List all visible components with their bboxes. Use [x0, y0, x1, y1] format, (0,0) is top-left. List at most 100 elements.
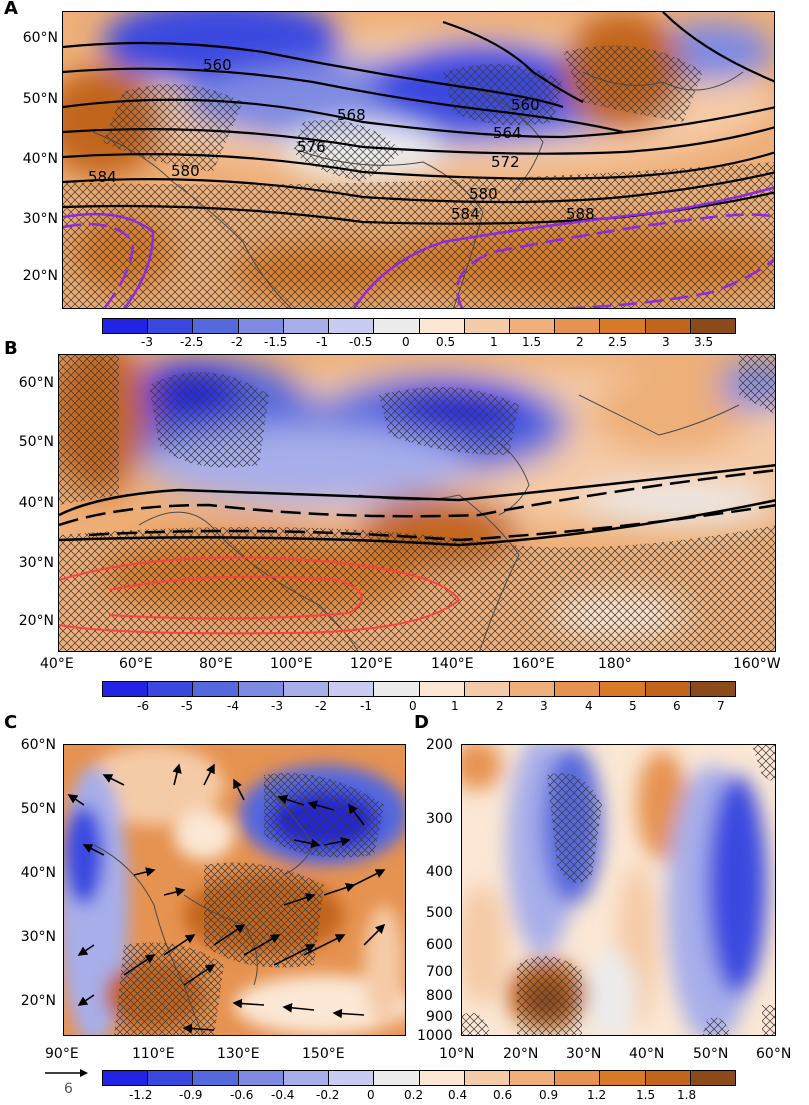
colorbar-label: -1 — [360, 699, 372, 713]
panel-b-colorbar — [102, 681, 736, 697]
panel-c-lon-tick: 110°E — [132, 1046, 175, 1062]
colorbar-label: 0.4 — [448, 1088, 468, 1102]
panel-d-lat-tick: 10°N — [439, 1046, 475, 1062]
colorbar-label: -1.2 — [129, 1088, 153, 1102]
colorbar-label: 5 — [629, 699, 637, 713]
panel-b-label: B — [4, 338, 18, 359]
colorbar-label: -6 — [137, 699, 149, 713]
panel-d-pressure-tick: 500 — [426, 905, 453, 921]
colorbar-label: -2 — [315, 699, 327, 713]
contour-label: 576 — [297, 138, 326, 156]
colorbar-label: 0 — [409, 699, 417, 713]
panel-c-lon-tick: 130°E — [217, 1046, 260, 1062]
colorbar-label: 3 — [540, 699, 548, 713]
contour-label: 564 — [493, 124, 522, 142]
colorbar-label: -0.5 — [349, 335, 373, 349]
panel-b-lat-tick: 40°N — [18, 495, 54, 511]
panel-b-lat-tick: 30°N — [18, 555, 54, 571]
panel-a-lat-tick: 30°N — [22, 211, 58, 227]
colorbar-label: 2 — [576, 335, 584, 349]
reference-vector-arrow-icon — [45, 1069, 88, 1077]
panel-d-lat-tick: 50°N — [693, 1046, 729, 1062]
colorbar-label: 3.5 — [694, 335, 714, 349]
colorbar-label: 0.5 — [436, 335, 456, 349]
panel-c-lat-tick: 50°N — [20, 801, 56, 817]
panel-a-lat-tick: 50°N — [22, 91, 58, 107]
colorbar-label: 1.5 — [522, 335, 542, 349]
panel-a-lat-tick: 40°N — [22, 151, 58, 167]
panel-c-lon-tick: 90°E — [45, 1046, 79, 1062]
panel-c-lon-tick: 150°E — [302, 1046, 345, 1062]
contour-label: 580 — [171, 162, 200, 180]
colorbar-label: 4 — [585, 699, 593, 713]
panel-d-pressure-tick: 1000 — [417, 1028, 453, 1044]
contour-label: 568 — [337, 106, 366, 124]
contour-label: 560 — [203, 56, 232, 74]
panel-b-lat-tick: 20°N — [18, 613, 54, 629]
colorbar-label: 1.8 — [677, 1088, 697, 1102]
panel-d-lat-tick: 30°N — [566, 1046, 602, 1062]
panel-b-lat-tick: 50°N — [18, 434, 54, 450]
panel-a-lat-tick: 20°N — [22, 268, 58, 284]
colorbar-label: 0 — [367, 1088, 375, 1102]
colorbar-label: -1.5 — [264, 335, 288, 349]
panel-d-lat-tick: 20°N — [503, 1046, 539, 1062]
panel-a-label: A — [4, 0, 18, 19]
panel-b-lon-tick: 140°E — [431, 656, 474, 672]
colorbar-label: -3 — [141, 335, 153, 349]
panel-d-pressure-tick: 400 — [426, 864, 453, 880]
panel-d-pressure-tick: 900 — [426, 1009, 453, 1025]
panel-b-map — [58, 354, 776, 652]
panel-b-field — [59, 355, 775, 651]
panel-b-lon-tick: 160°W — [733, 656, 781, 672]
colorbar-label: 7 — [717, 699, 725, 713]
panel-c-field — [64, 745, 405, 1035]
panel-d-pressure-tick: 600 — [426, 937, 453, 953]
colorbar-label: -3 — [271, 699, 283, 713]
panel-b-lon-tick: 180° — [598, 656, 632, 672]
panel-c-lat-tick: 20°N — [20, 993, 56, 1009]
panel-d-pressure-tick: 800 — [426, 988, 453, 1004]
contour-label: 584 — [88, 168, 117, 186]
contour-label: 560 — [511, 96, 540, 114]
colorbar-label: -4 — [227, 699, 239, 713]
colorbar-label: 2 — [496, 699, 504, 713]
colorbar-label: -0.2 — [316, 1088, 340, 1102]
colorbar-label: -2.5 — [180, 335, 204, 349]
panel-d-lat-tick: 40°N — [629, 1046, 665, 1062]
contour-label: 572 — [491, 153, 520, 171]
colorbar-label: 2.5 — [608, 335, 628, 349]
panel-a-field: 560 560 568 564 576 572 580 584 580 584 … — [63, 12, 774, 308]
colorbar-label: 0.6 — [493, 1088, 513, 1102]
panel-b-lat-tick: 60°N — [18, 375, 54, 391]
colorbar-label: 0.9 — [539, 1088, 559, 1102]
contour-label: 588 — [566, 205, 595, 223]
panel-cd-colorbar — [102, 1070, 736, 1086]
colorbar-label: 1 — [451, 699, 459, 713]
panel-d-pressure-tick: 200 — [426, 737, 453, 753]
panel-c-lat-tick: 60°N — [20, 737, 56, 753]
panel-a-map: 560 560 568 564 576 572 580 584 580 584 … — [62, 11, 775, 309]
contour-label: 584 — [451, 205, 480, 223]
colorbar-label: 3 — [662, 335, 670, 349]
panel-d-lat-tick: 60°N — [756, 1046, 792, 1062]
panel-d-plot — [461, 744, 776, 1036]
panel-c-map — [63, 744, 406, 1036]
colorbar-label: 0.2 — [404, 1088, 424, 1102]
colorbar-label: -0.4 — [271, 1088, 295, 1102]
colorbar-label: -0.6 — [230, 1088, 254, 1102]
panel-c-lat-tick: 30°N — [20, 929, 56, 945]
panel-b-lon-tick: 40°E — [40, 656, 74, 672]
panel-c-lat-tick: 40°N — [20, 865, 56, 881]
panel-c-label: C — [4, 712, 18, 733]
panel-a-lat-tick: 60°N — [22, 30, 58, 46]
colorbar-label: -1 — [316, 335, 328, 349]
colorbar-label: -2 — [231, 335, 243, 349]
panel-b-lon-tick: 80°E — [199, 656, 233, 672]
contour-label: 580 — [469, 185, 498, 203]
reference-vector-label: 6 — [64, 1081, 73, 1097]
panel-d-pressure-tick: 300 — [426, 811, 453, 827]
panel-a-colorbar — [102, 318, 736, 334]
panel-b-lon-tick: 60°E — [119, 656, 153, 672]
panel-d-pressure-tick: 700 — [426, 964, 453, 980]
